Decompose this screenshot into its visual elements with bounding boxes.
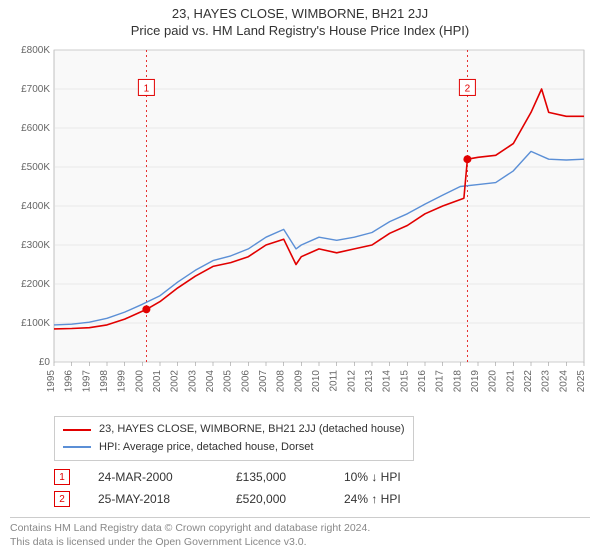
table-row: 2 25-MAY-2018 £520,000 24% ↑ HPI (54, 491, 590, 507)
svg-text:£400K: £400K (21, 201, 50, 212)
svg-text:£0: £0 (39, 357, 51, 368)
legend-item-hpi: HPI: Average price, detached house, Dors… (63, 439, 405, 457)
svg-text:2: 2 (465, 83, 471, 94)
transaction-compare: 24% ↑ HPI (344, 492, 444, 506)
svg-text:2014: 2014 (382, 370, 393, 393)
svg-text:1998: 1998 (99, 370, 110, 393)
svg-text:2008: 2008 (276, 370, 287, 393)
line-chart: £0 £100K £200K £300K £400K £500K £600K £700K £80… (10, 46, 590, 406)
svg-text:£700K: £700K (21, 84, 50, 95)
footer-copyright: Contains HM Land Registry data © Crown c… (10, 522, 590, 536)
svg-text:2002: 2002 (170, 370, 181, 393)
svg-text:2024: 2024 (558, 370, 569, 393)
svg-text:2016: 2016 (417, 370, 428, 393)
footer-license: This data is licensed under the Open Gov… (10, 536, 590, 550)
chart-area: £0 £100K £200K £300K £400K £500K £600K £700K £80… (10, 46, 590, 406)
transaction-marker: 1 (54, 469, 70, 485)
page-container: { "title": "23, HAYES CLOSE, WIMBORNE, B… (0, 0, 600, 560)
page-title: 23, HAYES CLOSE, WIMBORNE, BH21 2JJ (10, 6, 590, 21)
legend-swatch (63, 429, 91, 431)
svg-text:2020: 2020 (488, 370, 499, 393)
transaction-date: 25-MAY-2018 (98, 492, 208, 506)
transaction-price: £135,000 (236, 470, 316, 484)
legend-label: 23, HAYES CLOSE, WIMBORNE, BH21 2JJ (det… (99, 421, 404, 439)
svg-text:2018: 2018 (452, 370, 463, 393)
svg-text:2022: 2022 (523, 370, 534, 393)
svg-text:2013: 2013 (364, 370, 375, 393)
svg-text:2019: 2019 (470, 370, 481, 393)
svg-text:2004: 2004 (205, 370, 216, 393)
svg-text:£800K: £800K (21, 46, 50, 56)
svg-text:2003: 2003 (187, 370, 198, 393)
svg-text:2000: 2000 (134, 370, 145, 393)
svg-text:2006: 2006 (240, 370, 251, 393)
legend-label: HPI: Average price, detached house, Dors… (99, 439, 313, 457)
transactions-table: 1 24-MAR-2000 £135,000 10% ↓ HPI 2 25-MA… (54, 469, 590, 513)
svg-text:2025: 2025 (576, 370, 587, 393)
svg-text:1996: 1996 (64, 370, 75, 393)
svg-text:2023: 2023 (541, 370, 552, 393)
svg-text:£200K: £200K (21, 279, 50, 290)
footer: Contains HM Land Registry data © Crown c… (10, 517, 590, 549)
svg-text:2015: 2015 (399, 370, 410, 393)
svg-text:2007: 2007 (258, 370, 269, 393)
svg-text:£300K: £300K (21, 240, 50, 251)
transaction-price: £520,000 (236, 492, 316, 506)
svg-text:2010: 2010 (311, 370, 322, 393)
svg-text:2011: 2011 (329, 370, 340, 392)
legend-swatch (63, 446, 91, 448)
svg-text:1999: 1999 (117, 370, 128, 393)
legend: 23, HAYES CLOSE, WIMBORNE, BH21 2JJ (det… (54, 416, 414, 461)
page-subtitle: Price paid vs. HM Land Registry's House … (10, 23, 590, 38)
svg-text:2001: 2001 (152, 370, 163, 393)
svg-text:£500K: £500K (21, 162, 50, 173)
svg-text:1995: 1995 (46, 370, 57, 393)
svg-text:2012: 2012 (346, 370, 357, 393)
transaction-compare: 10% ↓ HPI (344, 470, 444, 484)
legend-item-price-paid: 23, HAYES CLOSE, WIMBORNE, BH21 2JJ (det… (63, 421, 405, 439)
svg-text:£100K: £100K (21, 318, 50, 329)
svg-text:2017: 2017 (435, 370, 446, 393)
svg-text:£600K: £600K (21, 123, 50, 134)
svg-text:1997: 1997 (81, 370, 92, 393)
svg-text:2005: 2005 (223, 370, 234, 393)
table-row: 1 24-MAR-2000 £135,000 10% ↓ HPI (54, 469, 590, 485)
svg-text:2009: 2009 (293, 370, 304, 393)
svg-text:1: 1 (144, 83, 150, 94)
svg-text:2021: 2021 (505, 370, 516, 393)
transaction-date: 24-MAR-2000 (98, 470, 208, 484)
transaction-marker: 2 (54, 491, 70, 507)
